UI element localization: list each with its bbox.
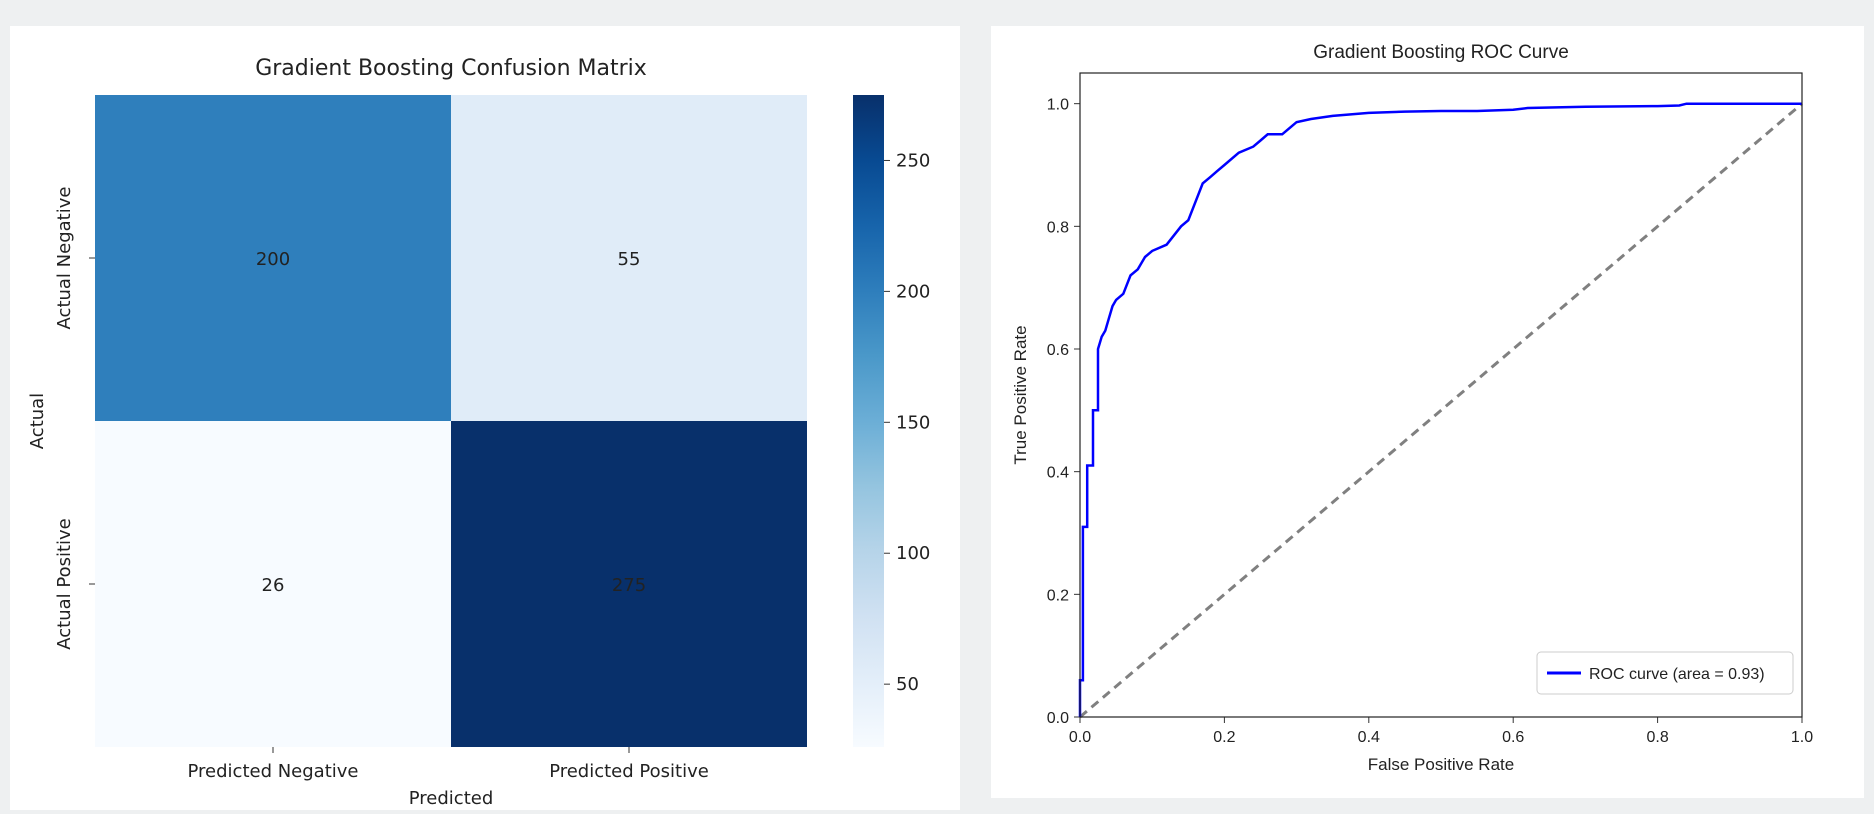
- y-tick-label: 0.0: [1047, 710, 1069, 727]
- roc-curve-chart: Gradient Boosting ROC Curve 0.0 0.2 0.4 0.6 0…: [1011, 42, 1813, 774]
- x-tick-label: 0.2: [1213, 729, 1235, 746]
- cell-value-label: 275: [612, 575, 646, 596]
- confusion-matrix-chart: Gradient Boosting Confusion Matrix 200 55 2…: [27, 56, 930, 809]
- colorbar-tick-label: 100: [896, 543, 930, 564]
- confusion-matrix-panel: Gradient Boosting Confusion Matrix 200 55 2…: [10, 26, 960, 810]
- y-tick-label: 0.6: [1047, 342, 1069, 359]
- y-tick-label: 0.4: [1047, 465, 1069, 482]
- heatmap-cell: [451, 95, 807, 421]
- colorbar-tick-label: 150: [896, 412, 930, 433]
- x-tick-label: Predicted Negative: [188, 761, 359, 782]
- colorbar: [853, 95, 884, 747]
- y-tick-label: Actual Negative: [54, 187, 75, 330]
- plot-frame: [1079, 72, 1803, 718]
- y-tick-label: 1.0: [1047, 97, 1069, 114]
- heatmap-cell: [451, 421, 807, 747]
- colorbar-tick-label: 200: [896, 281, 930, 302]
- y-tick-label: Actual Positive: [54, 518, 75, 650]
- heatmap-cell: [95, 95, 451, 421]
- y-axis-label: True Positive Rate: [1011, 325, 1030, 464]
- chance-diagonal-line: [1079, 102, 1803, 719]
- x-tick-label: 0.8: [1646, 729, 1668, 746]
- y-axis-label: Actual: [27, 393, 48, 449]
- x-tick-label: 0.6: [1502, 729, 1524, 746]
- x-tick-label: Predicted Positive: [549, 761, 709, 782]
- colorbar-tick-label: 50: [896, 674, 919, 695]
- cell-value-label: 26: [262, 575, 285, 596]
- x-tick-label: 0.0: [1069, 729, 1091, 746]
- legend-box: [1536, 651, 1794, 695]
- cell-value-label: 55: [618, 249, 641, 270]
- roc-curve-panel: Gradient Boosting ROC Curve 0.0 0.2 0.4 0.6 0…: [991, 26, 1864, 798]
- x-axis-label: Predicted: [409, 788, 494, 809]
- chart-title: Gradient Boosting Confusion Matrix: [255, 56, 647, 81]
- x-tick-label: 1.0: [1791, 729, 1813, 746]
- y-tick-label: 0.8: [1047, 219, 1069, 236]
- x-axis-label: False Positive Rate: [1368, 755, 1514, 774]
- chart-title: Gradient Boosting ROC Curve: [1313, 42, 1569, 63]
- cell-value-label: 200: [256, 249, 290, 270]
- y-tick-label: 0.2: [1047, 587, 1069, 604]
- legend-label: ROC curve (area = 0.93): [1589, 666, 1765, 683]
- heatmap-cell: [95, 421, 451, 747]
- roc-curve-line: [1078, 102, 1802, 717]
- x-tick-label: 0.4: [1358, 729, 1380, 746]
- colorbar-tick-label: 250: [896, 150, 930, 171]
